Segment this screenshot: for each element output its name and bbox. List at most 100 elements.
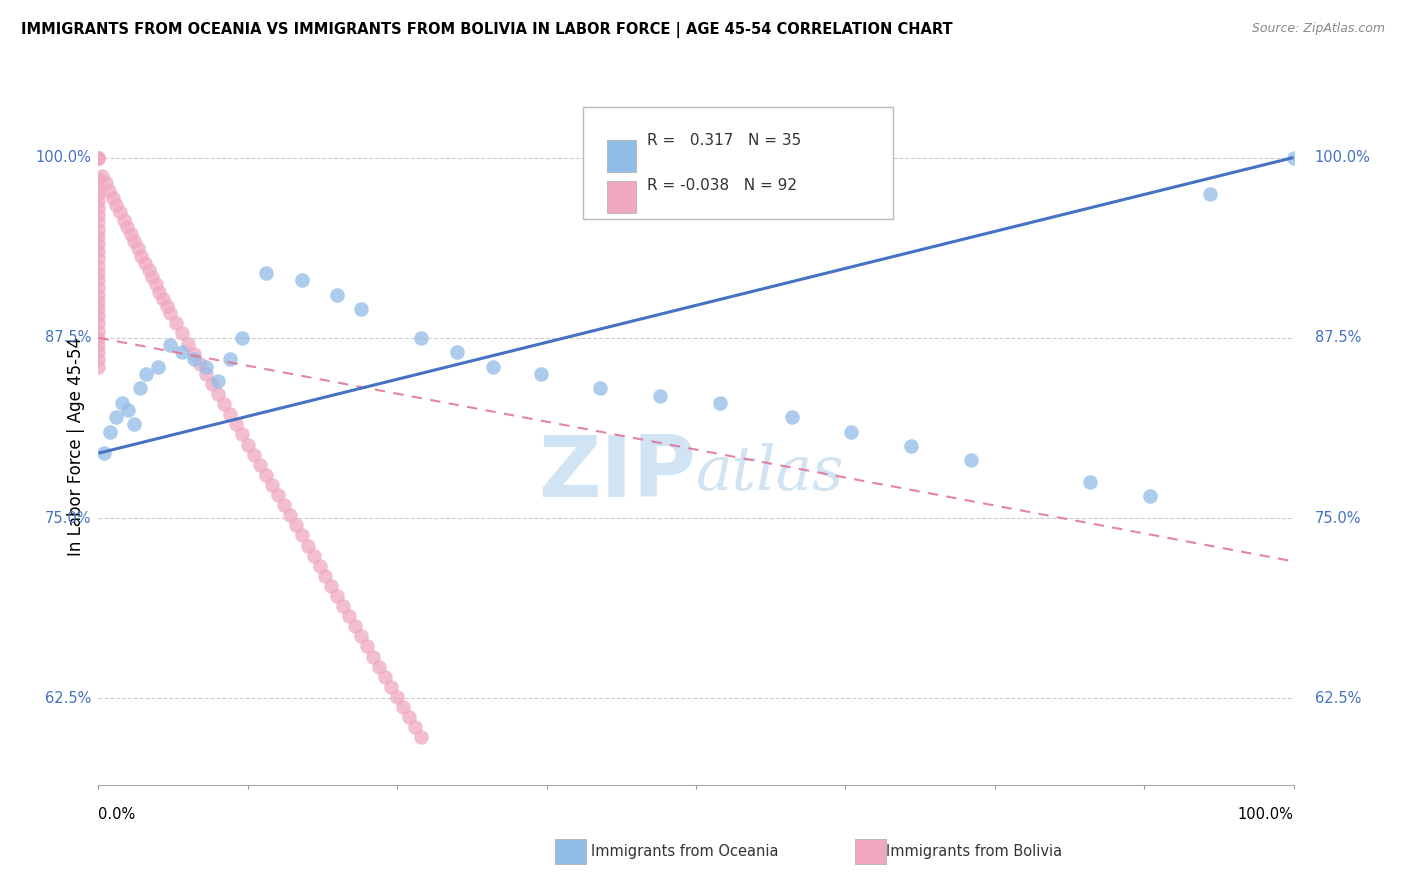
Point [201, 376, 224, 391]
Point [108, 205, 131, 219]
Text: R = -0.038   N = 92: R = -0.038 N = 92 [647, 178, 797, 193]
Text: 62.5%: 62.5% [1315, 691, 1361, 706]
Point [368, 659, 391, 673]
Point [183, 347, 205, 361]
Point [267, 488, 290, 502]
Point [138, 263, 160, 277]
Point [219, 352, 242, 367]
Point [115, 219, 138, 234]
Point [105, 198, 128, 212]
Point [152, 292, 174, 306]
Point [231, 331, 253, 345]
Point [411, 331, 433, 345]
Point [290, 528, 312, 542]
Point [87, 172, 110, 186]
Point [87, 215, 110, 229]
Point [374, 670, 396, 684]
Point [87, 273, 110, 287]
Point [135, 367, 157, 381]
Point [188, 357, 211, 371]
Point [105, 410, 128, 425]
Point [446, 345, 468, 359]
Point [194, 359, 217, 374]
Text: 75.0%: 75.0% [45, 510, 91, 525]
Point [148, 359, 170, 374]
Text: IMMIGRANTS FROM OCEANIA VS IMMIGRANTS FROM BOLIVIA IN LABOR FORCE | AGE 45-54 CO: IMMIGRANTS FROM OCEANIA VS IMMIGRANTS FR… [21, 22, 953, 38]
Point [87, 222, 110, 236]
Point [249, 458, 271, 472]
Point [87, 317, 110, 331]
Point [260, 478, 283, 492]
Point [87, 201, 110, 215]
Point [297, 539, 319, 553]
Point [231, 427, 253, 442]
Point [356, 640, 378, 654]
Text: 100.0%: 100.0% [1237, 807, 1294, 822]
Point [529, 367, 551, 381]
Point [278, 508, 301, 523]
Text: Immigrants from Bolivia: Immigrants from Bolivia [886, 845, 1062, 859]
Point [398, 710, 420, 724]
Point [124, 417, 146, 432]
Text: Source: ZipAtlas.com: Source: ZipAtlas.com [1251, 22, 1385, 36]
Point [1282, 151, 1305, 165]
Point [87, 208, 110, 222]
Point [159, 338, 181, 352]
Point [87, 324, 110, 338]
Point [1080, 475, 1102, 489]
Point [131, 249, 153, 263]
Point [87, 331, 110, 345]
Point [207, 387, 229, 401]
Point [87, 151, 110, 165]
Point [87, 294, 110, 309]
Point [1198, 186, 1220, 201]
Point [212, 397, 235, 411]
Point [243, 448, 266, 462]
Point [87, 252, 110, 266]
Point [709, 395, 731, 409]
Point [127, 241, 149, 255]
Point [91, 169, 114, 184]
Point [87, 194, 110, 208]
Text: 100.0%: 100.0% [1315, 150, 1371, 165]
Point [315, 569, 337, 583]
Point [326, 287, 349, 301]
Point [87, 280, 110, 294]
Point [780, 410, 803, 425]
Text: atlas: atlas [696, 443, 845, 503]
Point [254, 266, 277, 280]
Point [194, 367, 217, 381]
Point [155, 299, 177, 313]
Point [87, 186, 110, 201]
Point [411, 731, 433, 745]
Point [363, 649, 385, 664]
Text: 100.0%: 100.0% [35, 150, 91, 165]
Point [87, 151, 110, 165]
Point [87, 301, 110, 316]
Point [141, 270, 163, 285]
Point [117, 403, 139, 417]
Point [98, 425, 122, 439]
Text: 0.0%: 0.0% [98, 807, 135, 822]
Point [302, 549, 325, 563]
Point [207, 374, 229, 388]
Point [101, 191, 124, 205]
Point [87, 309, 110, 323]
Point [87, 345, 110, 359]
Point [87, 359, 110, 374]
Point [326, 589, 349, 603]
Text: 75.0%: 75.0% [1315, 510, 1361, 525]
Point [225, 417, 247, 432]
Point [177, 336, 200, 351]
Point [87, 266, 110, 280]
Point [332, 599, 354, 613]
Point [589, 381, 612, 395]
Point [87, 287, 110, 301]
Text: Immigrants from Oceania: Immigrants from Oceania [591, 845, 778, 859]
Point [112, 212, 135, 227]
Point [134, 256, 156, 270]
Point [124, 234, 146, 248]
Point [404, 720, 426, 734]
Point [87, 259, 110, 273]
Point [219, 407, 242, 421]
